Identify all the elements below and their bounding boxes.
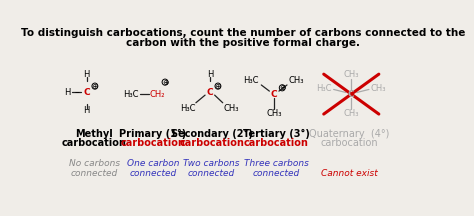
Text: ⊕: ⊕ (162, 78, 168, 87)
Text: C: C (83, 88, 90, 97)
Text: One carbon: One carbon (127, 159, 179, 168)
Text: connected: connected (252, 169, 300, 178)
Text: H₃C: H₃C (180, 104, 196, 113)
Text: H₃C: H₃C (316, 84, 331, 93)
Text: carbocation: carbocation (179, 138, 244, 148)
Text: C: C (271, 90, 277, 99)
Text: H₃C: H₃C (123, 90, 138, 99)
Text: Primary (1°): Primary (1°) (119, 129, 187, 139)
Text: Tertiary (3°): Tertiary (3°) (243, 129, 310, 139)
Text: H: H (64, 88, 71, 97)
Text: Methyl: Methyl (75, 129, 113, 139)
Text: carbocation: carbocation (244, 138, 309, 148)
Text: Cannot exist: Cannot exist (321, 169, 378, 178)
Text: Three carbons: Three carbons (244, 159, 309, 168)
Text: C: C (207, 88, 213, 97)
Text: ⊕: ⊕ (91, 82, 98, 91)
Text: carbocation: carbocation (62, 138, 127, 148)
Text: connected: connected (71, 169, 118, 178)
Text: No carbons: No carbons (69, 159, 120, 168)
Text: C: C (348, 90, 355, 99)
Text: connected: connected (129, 169, 176, 178)
Text: CH₂: CH₂ (150, 90, 165, 99)
Text: ⊕: ⊕ (279, 83, 285, 92)
Text: ⊕: ⊕ (215, 82, 221, 91)
Text: CH₃: CH₃ (344, 109, 359, 118)
Text: H: H (207, 70, 213, 79)
Text: H: H (83, 106, 90, 115)
Text: Secondary (2°): Secondary (2°) (171, 129, 253, 139)
Text: CH₃: CH₃ (266, 109, 282, 118)
Text: carbon with the positive formal charge.: carbon with the positive formal charge. (126, 38, 360, 48)
Text: H₃C: H₃C (244, 76, 259, 85)
Text: Two carbons: Two carbons (183, 159, 240, 168)
Text: CH₃: CH₃ (223, 104, 239, 113)
Text: Quaternary  (4°): Quaternary (4°) (309, 129, 390, 139)
Text: connected: connected (188, 169, 235, 178)
Text: To distinguish carbocations, count the number of carbons connected to the: To distinguish carbocations, count the n… (21, 29, 465, 38)
Text: carbocation: carbocation (320, 138, 378, 148)
Text: carbocation: carbocation (120, 138, 185, 148)
Text: CH₃: CH₃ (344, 70, 359, 79)
Text: H: H (83, 70, 90, 79)
Text: –: – (74, 87, 79, 97)
Text: CH₃: CH₃ (370, 84, 386, 93)
Text: CH₃: CH₃ (289, 76, 304, 85)
